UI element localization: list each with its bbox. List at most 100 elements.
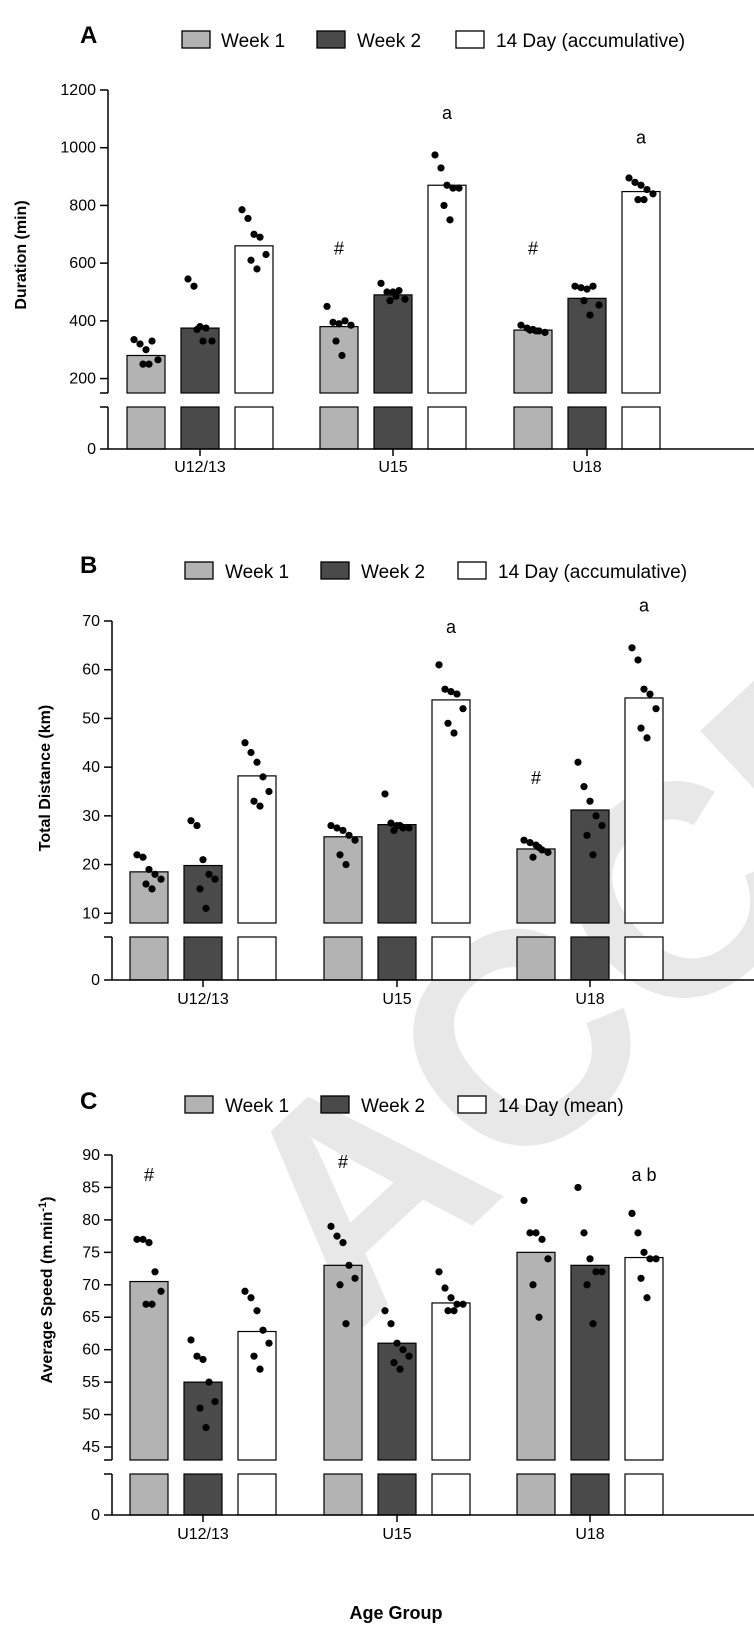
data-point bbox=[381, 1307, 389, 1315]
significance-marker: # bbox=[338, 1152, 348, 1172]
x-tick-label: U15 bbox=[378, 459, 407, 476]
data-point bbox=[386, 297, 394, 305]
bar bbox=[323, 836, 363, 924]
data-point bbox=[640, 1248, 648, 1256]
y-tick-label: 65 bbox=[82, 1309, 100, 1326]
data-point bbox=[250, 797, 258, 805]
data-point bbox=[583, 1281, 591, 1289]
data-point bbox=[247, 748, 255, 757]
bar-stub bbox=[516, 936, 556, 981]
data-point bbox=[401, 295, 409, 303]
data-point bbox=[649, 190, 657, 198]
bar bbox=[319, 326, 359, 394]
data-point bbox=[256, 802, 264, 810]
significance-marker: # bbox=[334, 238, 344, 258]
data-point bbox=[393, 1339, 401, 1347]
legend-swatch-week1 bbox=[184, 1095, 214, 1114]
data-point bbox=[341, 317, 349, 325]
data-point bbox=[196, 1404, 204, 1412]
data-point bbox=[211, 1397, 219, 1406]
panel-b: B Week 1 Week 2 14 Day (accumulative) To… bbox=[37, 552, 754, 1008]
data-point bbox=[443, 181, 451, 189]
data-point bbox=[640, 196, 648, 204]
data-point bbox=[351, 1274, 359, 1282]
data-point bbox=[157, 1287, 165, 1295]
data-point bbox=[526, 1229, 534, 1237]
data-point bbox=[148, 885, 156, 893]
data-point bbox=[199, 856, 207, 864]
x-tick-label: U12/13 bbox=[177, 1526, 229, 1543]
legend-swatch-week1 bbox=[181, 30, 211, 49]
data-point bbox=[145, 360, 153, 368]
bar-stub bbox=[513, 406, 553, 450]
data-point bbox=[187, 1336, 195, 1344]
data-point bbox=[450, 1307, 458, 1315]
data-point bbox=[529, 853, 537, 861]
data-point bbox=[586, 797, 594, 805]
data-point bbox=[336, 1281, 344, 1289]
data-point bbox=[333, 1232, 341, 1240]
data-point bbox=[199, 337, 207, 345]
bar-stub bbox=[570, 936, 610, 981]
data-point bbox=[259, 1326, 267, 1334]
legend-swatch-week2 bbox=[320, 561, 350, 580]
data-point bbox=[453, 1300, 461, 1308]
y-tick-label: 60 bbox=[82, 662, 100, 679]
data-point bbox=[441, 685, 449, 693]
data-point bbox=[142, 346, 150, 354]
panel-label: A bbox=[80, 22, 97, 49]
data-point bbox=[589, 851, 597, 859]
data-point bbox=[327, 821, 335, 830]
data-point bbox=[405, 824, 413, 832]
x-axis-label: Age Group bbox=[350, 1603, 443, 1623]
y-tick-label: 1200 bbox=[60, 82, 96, 99]
data-point bbox=[447, 688, 455, 696]
y-tick-label: 75 bbox=[82, 1244, 100, 1261]
data-point bbox=[336, 851, 344, 859]
data-point bbox=[643, 734, 651, 742]
legend-label-week2: Week 2 bbox=[361, 1096, 425, 1117]
bar bbox=[621, 190, 661, 394]
legend: Week 1 Week 2 14 Day (accumulative) bbox=[181, 30, 685, 52]
bar bbox=[516, 1251, 556, 1461]
data-point bbox=[335, 320, 343, 328]
data-point bbox=[202, 904, 210, 912]
data-point bbox=[541, 328, 549, 336]
data-point bbox=[351, 836, 359, 844]
bar-stub bbox=[183, 1473, 223, 1516]
y-tick-label: 0 bbox=[91, 1507, 100, 1524]
panel-a: A Week 1 Week 2 14 Day (accumulative) Du… bbox=[13, 22, 754, 476]
bar bbox=[373, 294, 413, 394]
data-point bbox=[333, 824, 341, 832]
y-tick-label: 400 bbox=[69, 313, 96, 330]
significance-marker: # bbox=[528, 238, 538, 258]
data-point bbox=[262, 250, 270, 259]
bar bbox=[431, 699, 471, 924]
data-point bbox=[625, 174, 633, 182]
legend-label-week1: Week 1 bbox=[225, 562, 289, 583]
y-tick-label: 45 bbox=[82, 1439, 100, 1456]
x-tick-label: U12/13 bbox=[177, 991, 229, 1008]
bar-stub bbox=[427, 406, 467, 450]
data-point bbox=[238, 206, 246, 214]
data-point bbox=[256, 233, 264, 241]
y-axis-label-main: Average Speed (m.min bbox=[39, 1212, 56, 1384]
data-point bbox=[323, 302, 331, 311]
data-point bbox=[199, 1355, 207, 1364]
data-point bbox=[589, 282, 597, 290]
legend-swatch-week2 bbox=[316, 30, 346, 49]
bar-stub bbox=[180, 406, 220, 450]
data-point bbox=[208, 337, 216, 345]
data-point bbox=[347, 321, 355, 329]
data-point bbox=[151, 1268, 159, 1276]
bar-stub bbox=[431, 1473, 471, 1516]
legend-swatch-week2 bbox=[320, 1095, 350, 1114]
x-tick-label: U15 bbox=[382, 1526, 411, 1543]
data-point bbox=[450, 729, 458, 737]
data-point bbox=[580, 783, 588, 791]
data-point bbox=[646, 1255, 654, 1263]
data-point bbox=[532, 327, 540, 335]
data-point bbox=[390, 826, 398, 835]
bar bbox=[237, 1330, 277, 1461]
data-point bbox=[329, 318, 337, 326]
